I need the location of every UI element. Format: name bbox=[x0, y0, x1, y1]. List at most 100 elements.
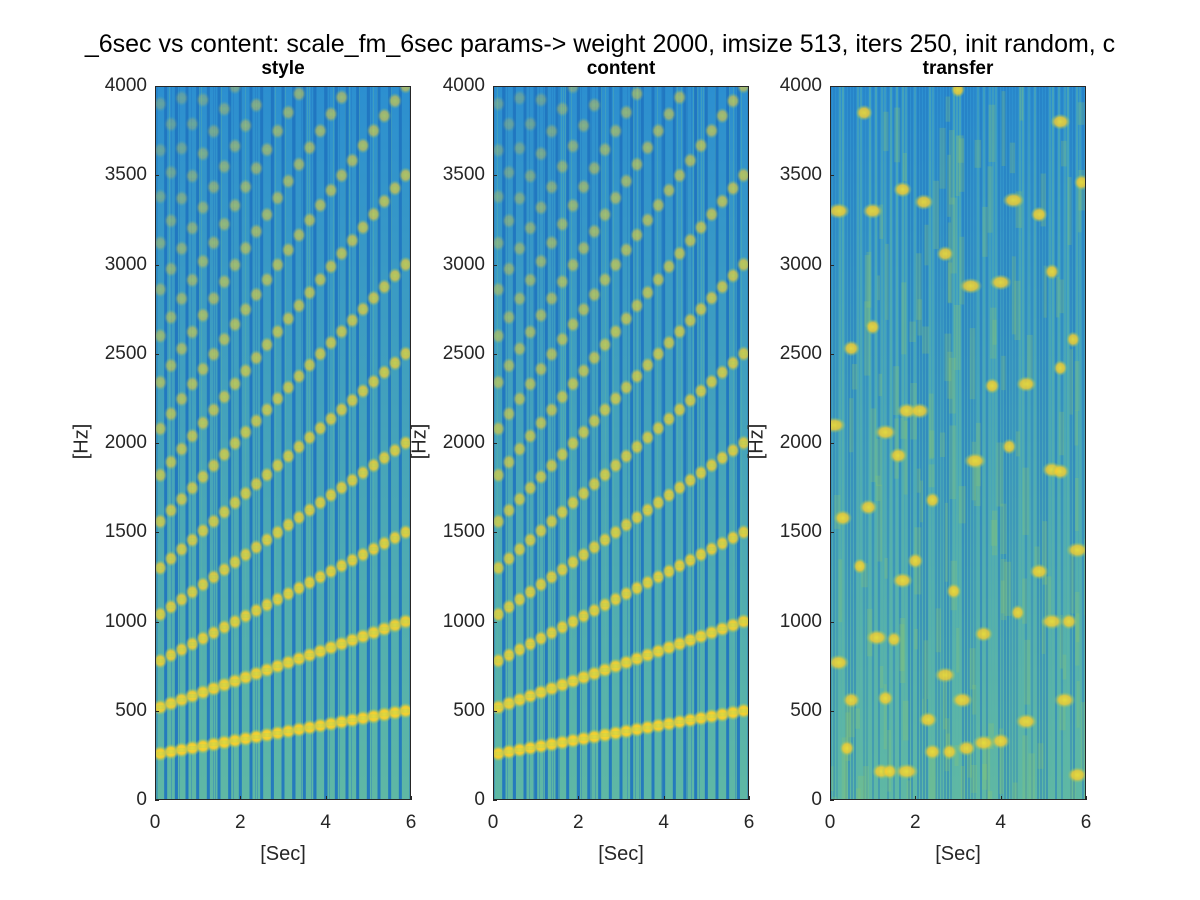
harmonic-blob bbox=[704, 122, 719, 139]
harmonic-blob bbox=[206, 346, 221, 363]
ytick-label: 1000 bbox=[779, 610, 822, 632]
harmonic-blob bbox=[292, 509, 306, 526]
harmonic-blob bbox=[523, 532, 538, 549]
harmonic-blob bbox=[726, 355, 740, 372]
harmonic-blob bbox=[598, 336, 612, 353]
harmonic-blob bbox=[206, 290, 221, 307]
harmonic-blob bbox=[155, 467, 168, 484]
harmonic-blob bbox=[238, 546, 253, 563]
transfer-blob bbox=[963, 452, 987, 469]
harmonic-blob bbox=[662, 410, 676, 427]
harmonic-blob bbox=[302, 429, 317, 446]
harmonic-blob bbox=[630, 86, 644, 102]
harmonic-blob bbox=[366, 206, 381, 223]
harmonic-blob bbox=[576, 301, 591, 318]
transfer-blob bbox=[865, 318, 881, 335]
harmonic-blob bbox=[155, 327, 168, 344]
harmonic-blob bbox=[185, 376, 200, 393]
transfer-blob bbox=[830, 654, 850, 671]
harmonic-blob bbox=[377, 193, 392, 210]
harmonic-blob bbox=[313, 494, 328, 511]
transfer-blob bbox=[893, 181, 912, 198]
harmonic-blob bbox=[736, 86, 749, 94]
harmonic-blob bbox=[155, 559, 168, 576]
harmonic-blob bbox=[164, 598, 178, 615]
harmonic-blob bbox=[715, 364, 730, 381]
harmonic-blob bbox=[544, 346, 559, 363]
ytick-label: 4000 bbox=[779, 75, 822, 96]
xtick-label: 4 bbox=[658, 812, 669, 833]
harmonic-blob bbox=[662, 563, 676, 580]
harmonic-blob bbox=[377, 449, 392, 466]
transfer-blob bbox=[839, 740, 855, 757]
harmonic-blob bbox=[704, 373, 719, 390]
harmonic-blob bbox=[238, 240, 253, 257]
xlabel-transfer: [Sec] bbox=[935, 843, 981, 865]
harmonic-blob bbox=[155, 281, 168, 298]
harmonic-blob bbox=[155, 95, 168, 112]
harmonic-blob bbox=[683, 152, 698, 169]
harmonic-blob bbox=[523, 272, 538, 289]
xtick-mark bbox=[1086, 796, 1087, 800]
harmonic-blob bbox=[566, 256, 580, 273]
harmonic-blob bbox=[598, 531, 612, 548]
harmonic-blob bbox=[523, 168, 538, 185]
harmonic-blob bbox=[493, 606, 506, 623]
harmonic-blob bbox=[493, 420, 506, 437]
harmonic-blob bbox=[206, 123, 221, 140]
ytick-mark bbox=[155, 532, 159, 534]
harmonic-blob bbox=[534, 91, 548, 108]
harmonic-blob bbox=[493, 374, 506, 391]
harmonic-blob bbox=[544, 457, 559, 474]
harmonic-blob bbox=[249, 476, 264, 493]
harmonic-blob bbox=[502, 598, 516, 615]
harmonic-blob bbox=[566, 197, 580, 214]
harmonic-blob bbox=[640, 429, 655, 446]
harmonic-blob bbox=[164, 454, 178, 471]
harmonic-blob bbox=[313, 271, 328, 288]
xtick-mark bbox=[493, 796, 494, 800]
ytick-label: 1000 bbox=[104, 610, 147, 632]
harmonic-blob bbox=[523, 376, 538, 393]
ytick-label: 2000 bbox=[104, 432, 147, 453]
harmonic-blob bbox=[672, 557, 687, 574]
panel-title-transfer: transfer bbox=[922, 58, 994, 79]
harmonic-blob bbox=[512, 290, 527, 307]
transfer-blob bbox=[1073, 174, 1086, 191]
harmonic-blob bbox=[566, 613, 580, 630]
harmonic-blob bbox=[694, 301, 708, 318]
ytick-label: 0 bbox=[136, 789, 147, 810]
transfer-blob bbox=[830, 202, 850, 219]
harmonic-blob bbox=[345, 232, 360, 249]
transfer-blob bbox=[1053, 692, 1076, 709]
transfer-blob bbox=[886, 631, 902, 648]
harmonic-blob bbox=[651, 122, 666, 139]
harmonic-blob bbox=[566, 494, 580, 511]
harmonic-blob bbox=[672, 89, 687, 106]
xtick-label: 4 bbox=[995, 812, 1006, 833]
ytick-mark bbox=[155, 710, 159, 712]
xtick-mark bbox=[240, 796, 242, 800]
harmonic-blob bbox=[217, 273, 232, 290]
harmonic-blob bbox=[185, 584, 200, 601]
harmonic-blob bbox=[366, 122, 381, 139]
harmonic-blob bbox=[398, 86, 411, 94]
harmonic-blob bbox=[534, 307, 548, 324]
harmonic-blob bbox=[334, 167, 349, 184]
harmonic-blob bbox=[281, 448, 296, 465]
harmonic-blob bbox=[640, 574, 655, 591]
harmonic-blob bbox=[576, 240, 591, 257]
transfer-blob bbox=[830, 417, 846, 434]
ytick-label: 3000 bbox=[779, 253, 822, 275]
spectrogram-content bbox=[493, 86, 749, 800]
harmonic-blob bbox=[174, 641, 189, 658]
harmonic-blob bbox=[619, 448, 634, 465]
harmonic-blob bbox=[334, 401, 349, 418]
harmonic-blob bbox=[249, 286, 264, 303]
transfer-blob bbox=[941, 743, 958, 760]
transfer-blob bbox=[1044, 263, 1060, 280]
ytick-label: 3000 bbox=[442, 253, 485, 275]
harmonic-blob bbox=[345, 552, 360, 569]
harmonic-blob bbox=[228, 197, 242, 214]
harmonic-blob bbox=[630, 368, 644, 385]
